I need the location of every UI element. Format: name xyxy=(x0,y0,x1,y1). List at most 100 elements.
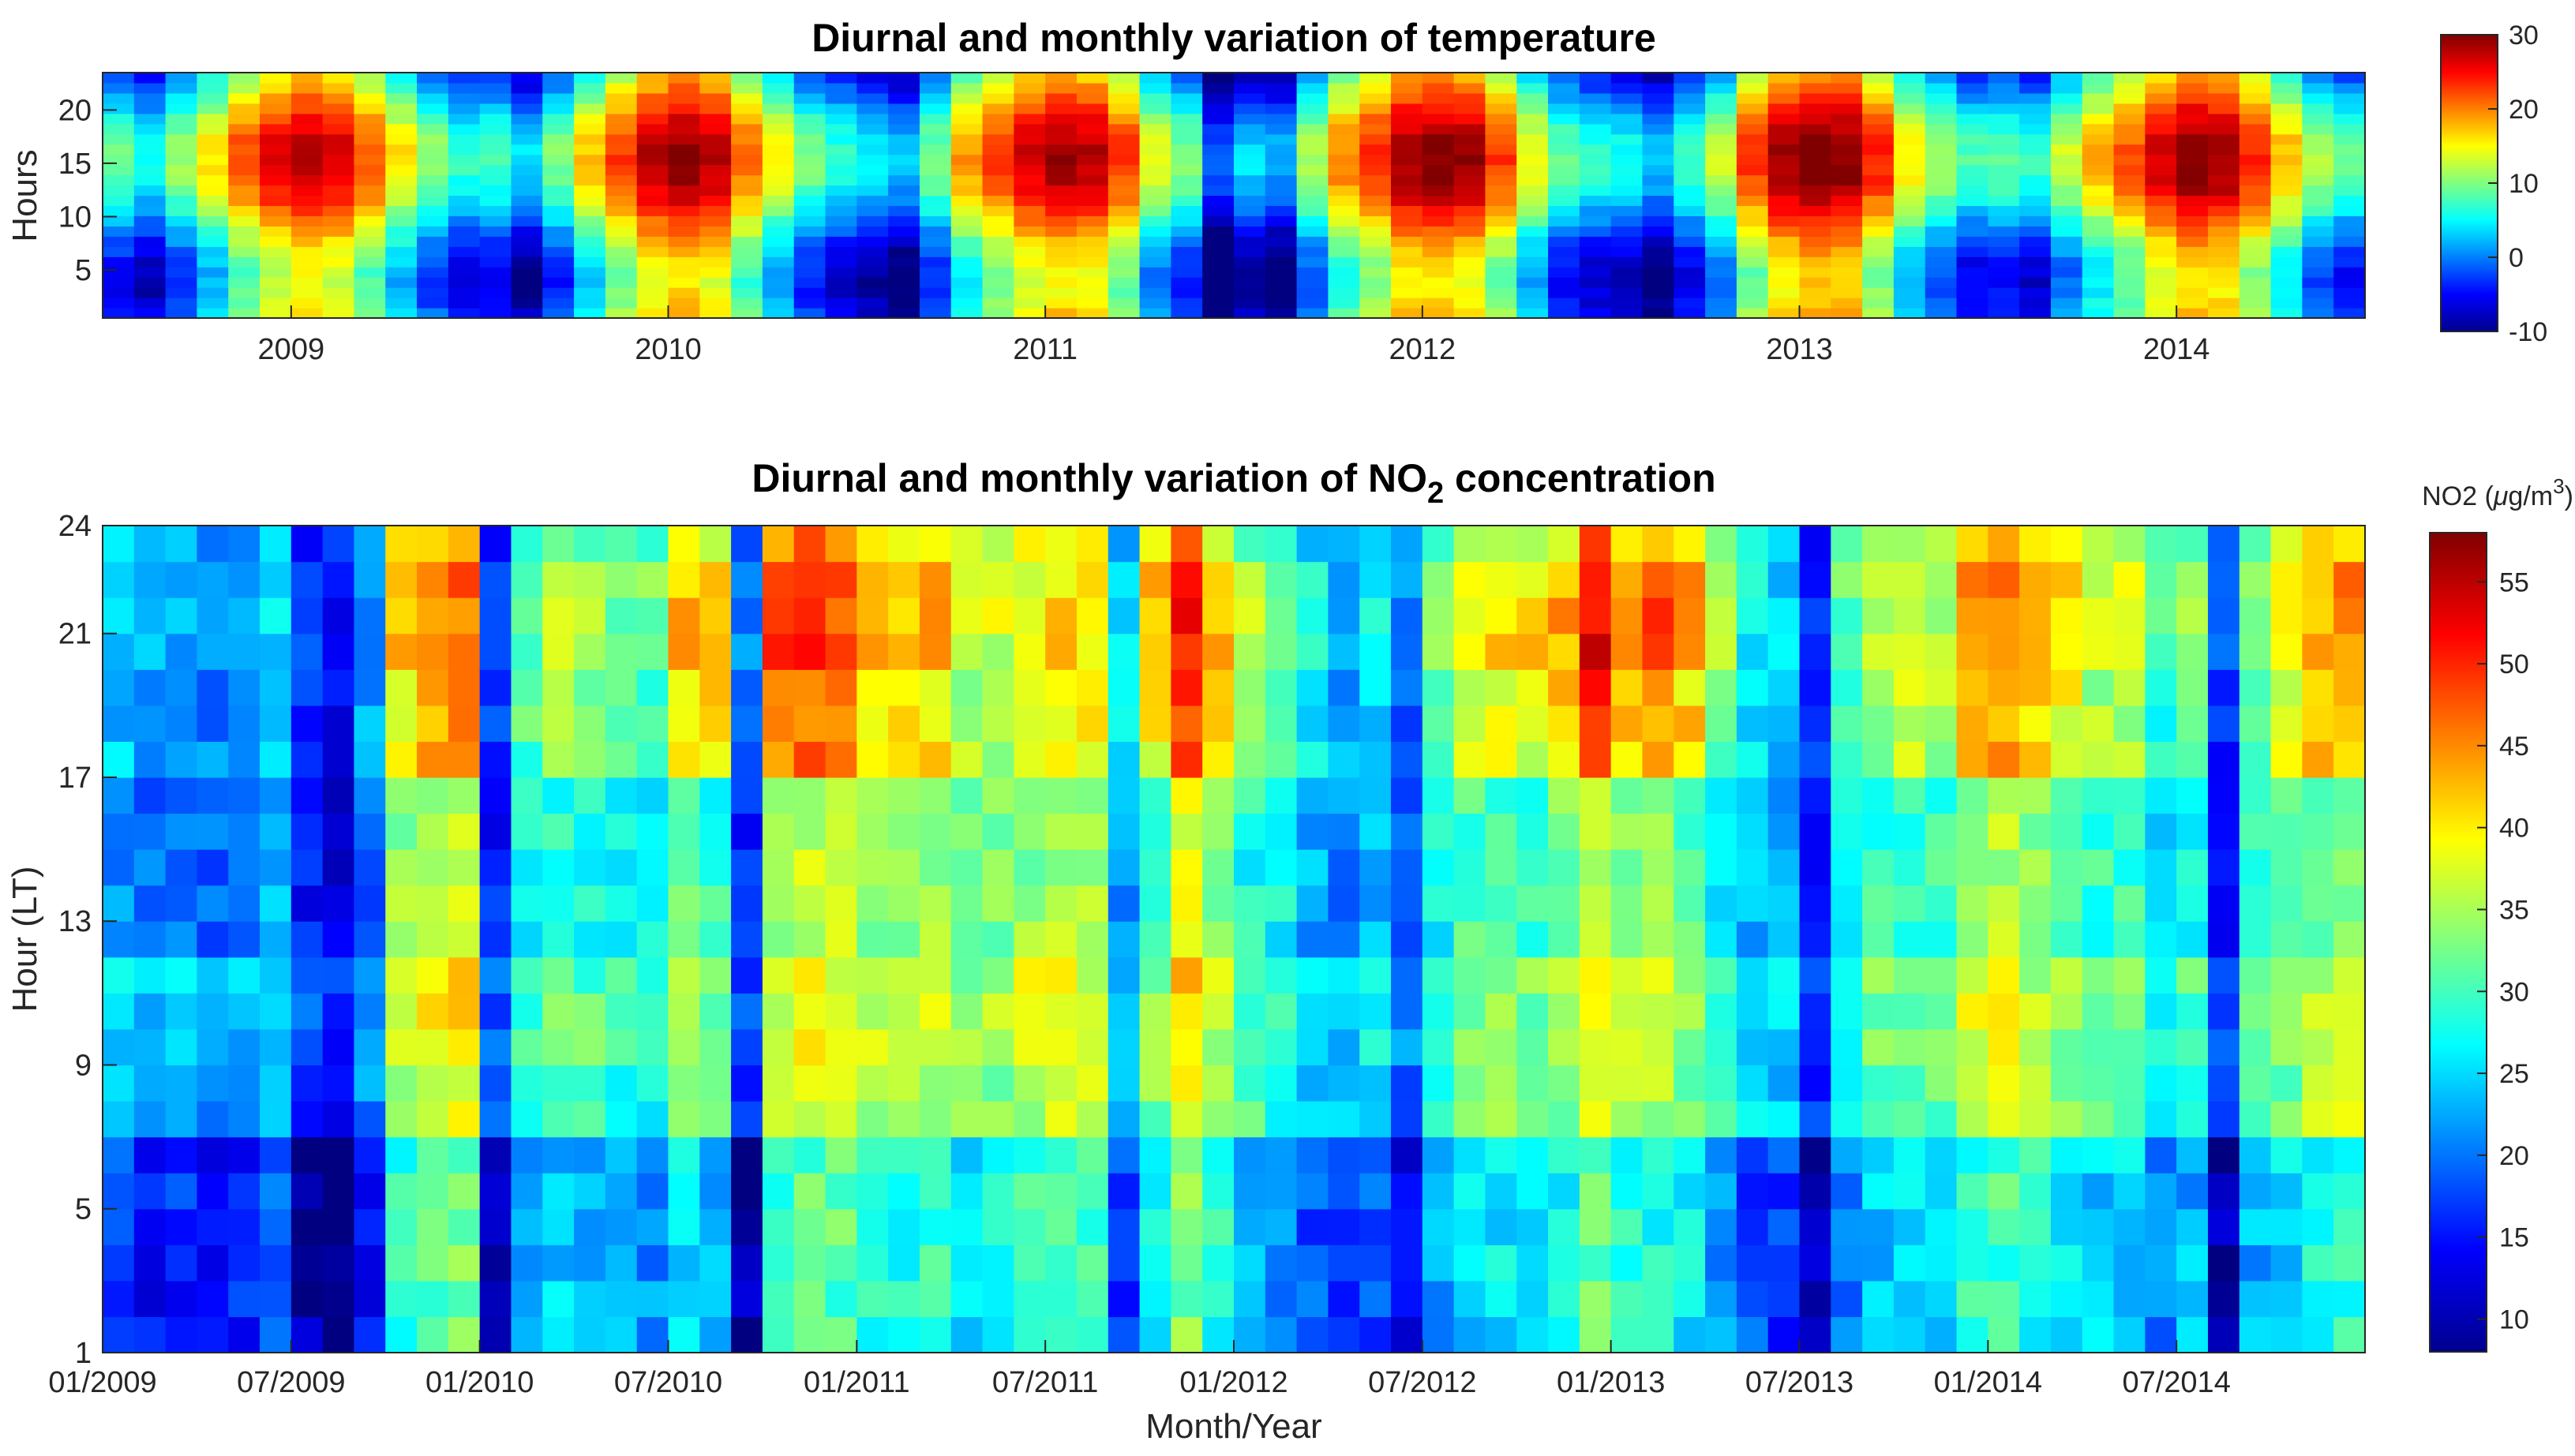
temperature-cell xyxy=(354,267,386,278)
no2-cell xyxy=(2113,526,2146,563)
no2-cell xyxy=(1862,1173,1895,1210)
temperature-cell xyxy=(1831,298,1863,309)
temperature-cell xyxy=(888,123,920,135)
temperature-cell xyxy=(574,82,606,94)
no2-cell xyxy=(1108,741,1141,778)
temperature-cell xyxy=(2113,215,2146,226)
no2-cell xyxy=(1516,561,1549,598)
temperature-cell xyxy=(2176,298,2209,309)
no2-cell xyxy=(1296,1101,1329,1138)
temperature-cell xyxy=(1296,174,1329,186)
no2-cell xyxy=(2333,1316,2366,1353)
no2-cell xyxy=(2333,633,2366,670)
temperature-cell xyxy=(1767,277,1801,288)
temperature-cell xyxy=(1956,246,1988,257)
temperature-cell xyxy=(982,277,1014,288)
temperature-cell xyxy=(417,287,449,298)
temperature-cell xyxy=(1548,298,1580,309)
no2-cell xyxy=(1642,1208,1674,1245)
temperature-cell xyxy=(982,185,1014,197)
no2-cell xyxy=(605,561,638,598)
no2-cell xyxy=(1548,1316,1580,1353)
no2-cell xyxy=(1234,1208,1266,1245)
no2-cell xyxy=(982,849,1014,886)
no2-cell xyxy=(2270,956,2303,994)
no2-cell xyxy=(636,1136,669,1173)
no2-cell xyxy=(1296,1065,1329,1102)
no2-cell xyxy=(731,669,763,706)
no2-cell xyxy=(542,849,575,886)
no2-cell xyxy=(2082,526,2115,563)
no2-cell xyxy=(2176,1065,2209,1102)
temperature-cell xyxy=(1579,256,1612,268)
no2-cell xyxy=(197,885,229,922)
temperature-cell xyxy=(762,205,795,217)
no2-cell xyxy=(448,741,481,778)
no2-cell xyxy=(1359,1280,1392,1318)
no2-cell xyxy=(133,956,167,994)
no2-cell xyxy=(888,669,920,706)
temperature-cell xyxy=(1610,82,1644,94)
temperature-cell xyxy=(1893,73,1926,84)
temperature-cell xyxy=(888,154,920,166)
no2-cell xyxy=(165,993,198,1030)
no2-cell xyxy=(2302,741,2334,778)
no2-cell xyxy=(1956,885,1988,922)
no2-cell xyxy=(1956,1208,1988,1245)
temperature-cell xyxy=(1359,82,1392,94)
temperature-cell xyxy=(1705,144,1737,155)
no2-cell xyxy=(1925,526,1958,563)
no2-cell xyxy=(856,1280,889,1318)
temperature-cell xyxy=(636,267,669,278)
no2-cell xyxy=(1674,1101,1706,1138)
no2-cell xyxy=(1988,777,2020,814)
temperature-cell xyxy=(856,287,889,298)
no2-cell xyxy=(2333,777,2366,814)
temperature-cell xyxy=(1925,308,1958,319)
no2-cell xyxy=(731,849,763,886)
no2-cell xyxy=(2270,633,2303,670)
no2-cell xyxy=(1391,526,1423,563)
no2-cell xyxy=(2019,1136,2052,1173)
no2-cell xyxy=(1485,1028,1517,1066)
no2-cell xyxy=(1736,633,1769,670)
no2-cell xyxy=(1893,849,1926,886)
no2-cell xyxy=(574,1316,606,1353)
temperature-cell xyxy=(1642,267,1674,278)
temperature-cell xyxy=(1014,298,1046,309)
no2-cell xyxy=(1045,1208,1078,1245)
no2-cell xyxy=(1453,813,1486,850)
temperature-cell xyxy=(605,277,638,288)
temperature-cell xyxy=(888,174,920,186)
no2-cell xyxy=(2050,993,2083,1030)
no2-cell xyxy=(1171,1101,1203,1138)
no2-cell xyxy=(1736,956,1769,994)
temperature-cell xyxy=(888,298,920,309)
no2-cell xyxy=(165,633,198,670)
temperature-cell xyxy=(133,154,167,166)
temperature-cell xyxy=(1014,133,1046,145)
temperature-cell xyxy=(2207,277,2240,288)
temperature-cell xyxy=(1767,174,1801,186)
no2-cell xyxy=(793,1245,826,1282)
no2-cell xyxy=(793,741,826,778)
temperature-cell xyxy=(1988,256,2020,268)
temperature-cell xyxy=(103,236,135,247)
temperature-cell xyxy=(982,133,1014,145)
no2-cell xyxy=(2176,1316,2209,1353)
temperature-cell xyxy=(1548,308,1580,319)
no2-cell xyxy=(668,1028,700,1066)
no2-cell xyxy=(1831,1208,1863,1245)
no2-cell xyxy=(448,1316,481,1353)
temperature-cell xyxy=(228,277,260,288)
no2-cell xyxy=(668,777,700,814)
no2-cell xyxy=(2207,1028,2240,1066)
temperature-cell xyxy=(133,246,167,257)
temperature-cell xyxy=(2176,103,2209,114)
temperature-cell xyxy=(1108,103,1141,114)
temperature-cell xyxy=(542,103,575,114)
temperature-cell xyxy=(1516,82,1549,94)
temperature-cell xyxy=(2113,195,2146,207)
temperature-cell xyxy=(2207,205,2240,217)
no2-cell xyxy=(668,1245,700,1282)
